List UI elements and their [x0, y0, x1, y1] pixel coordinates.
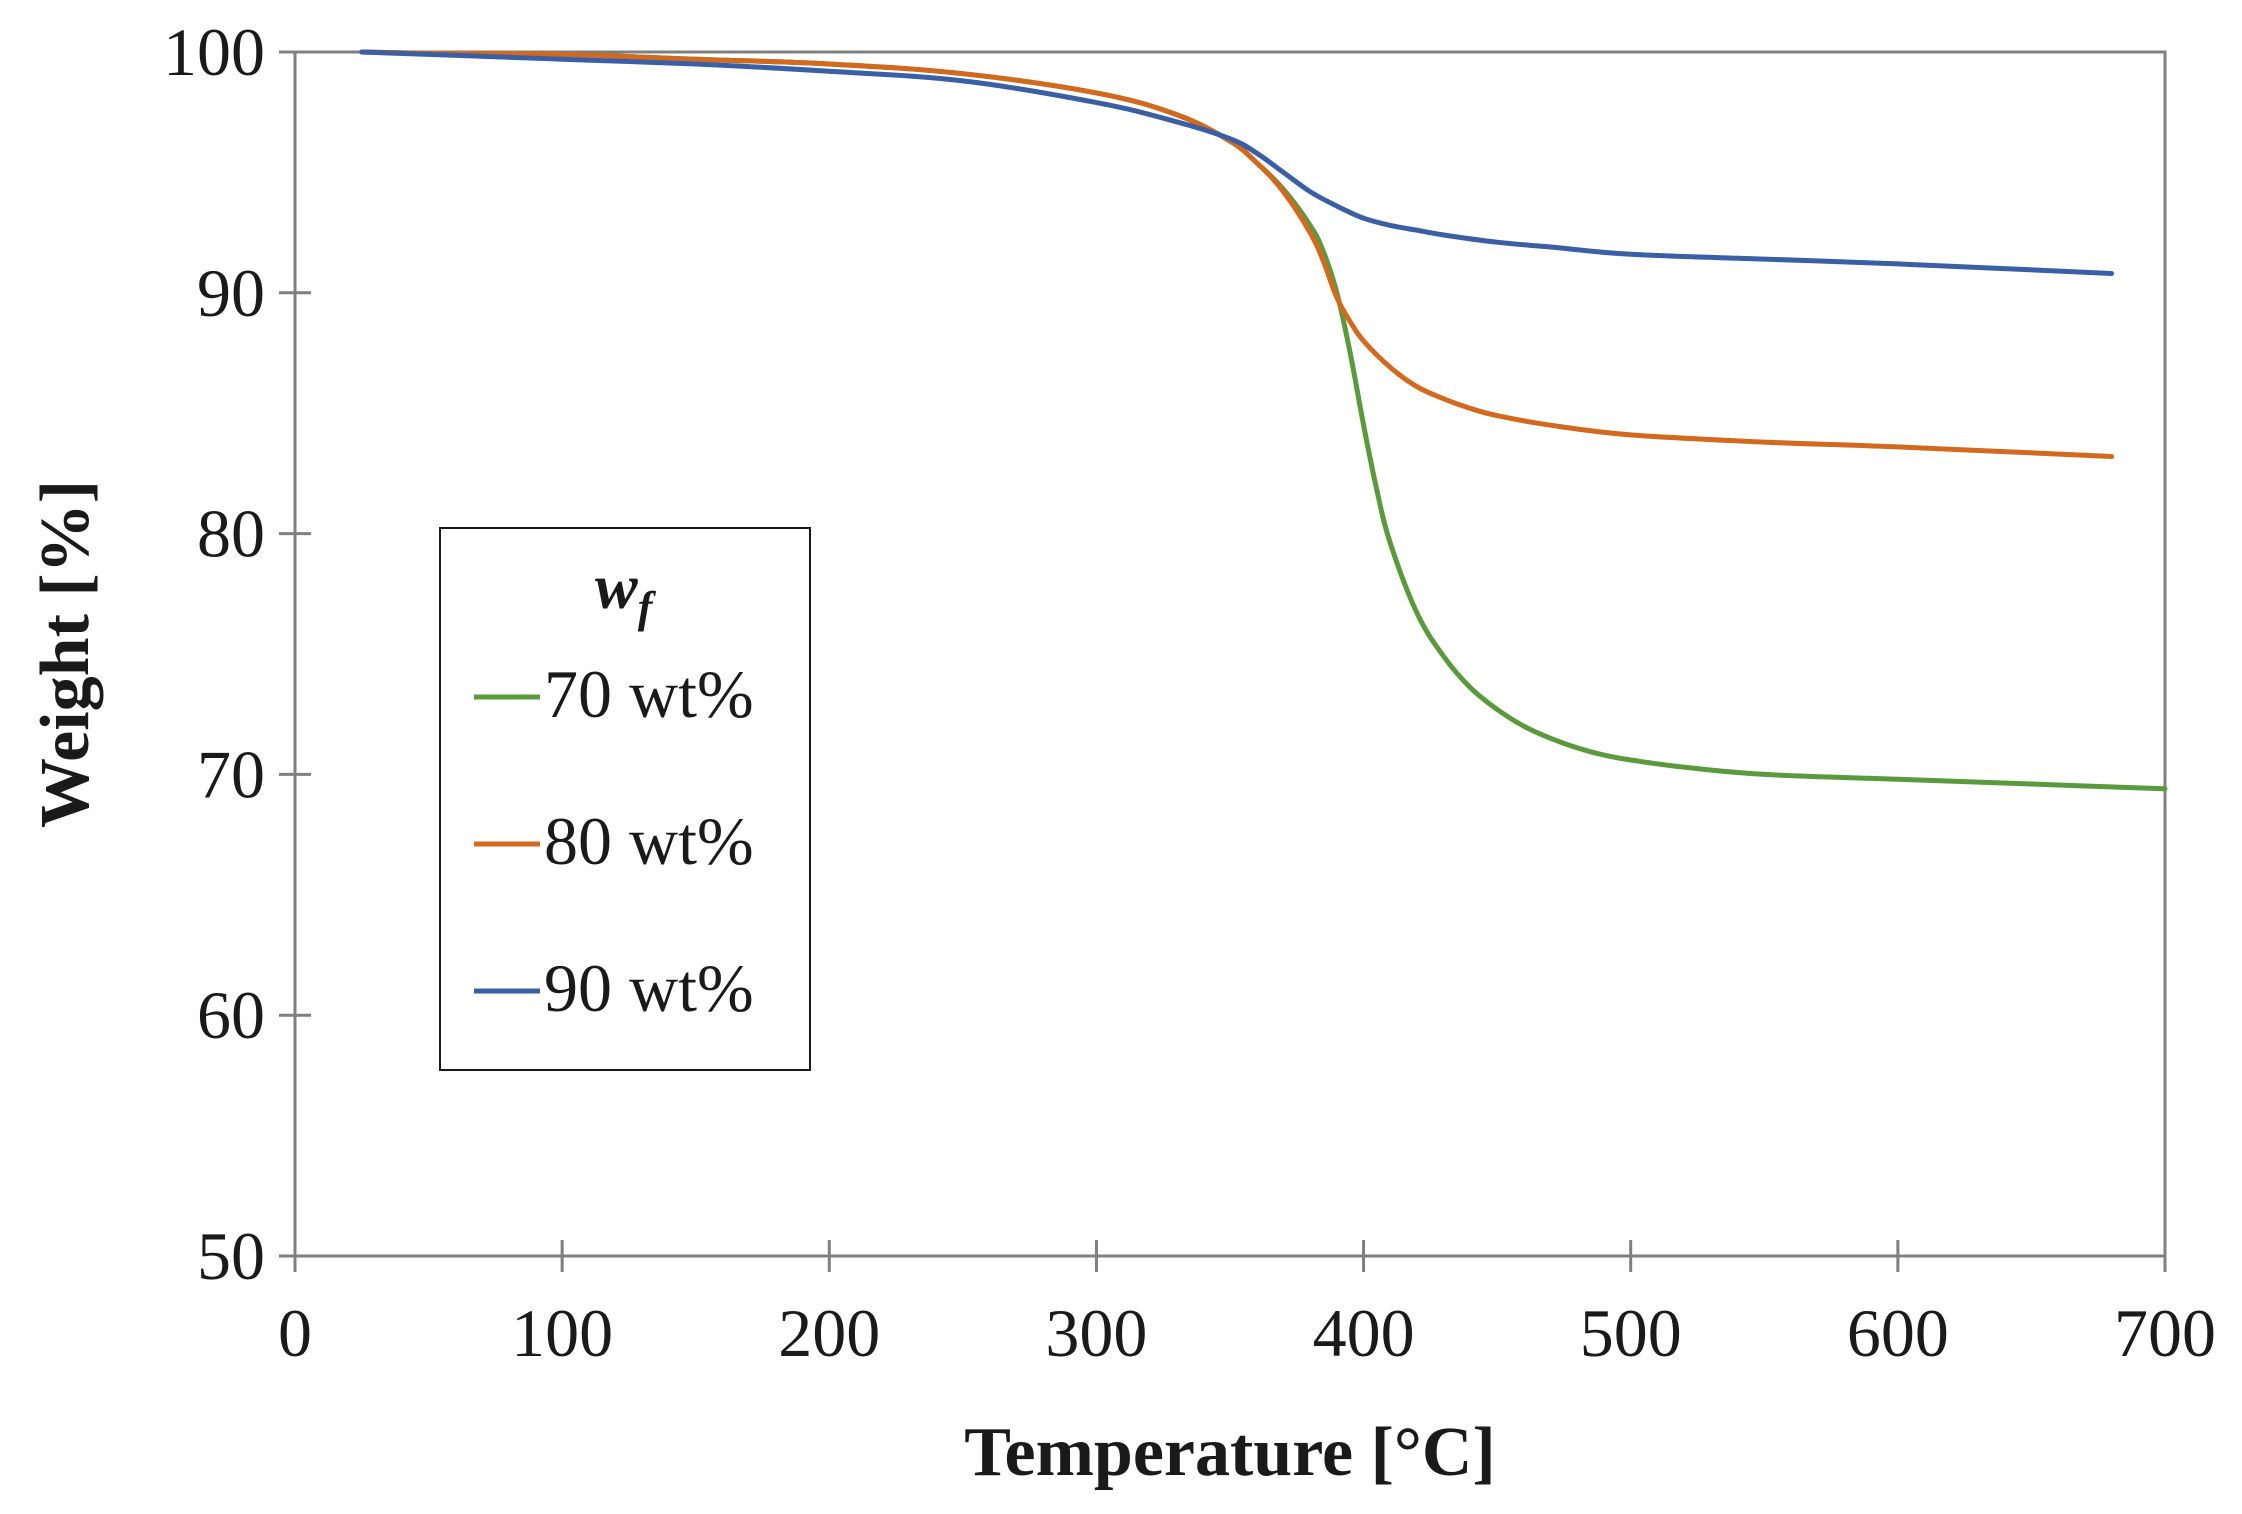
legend-title-main: w — [595, 551, 638, 622]
legend-items: 70 wt% 80 wt% 90 wt% — [474, 656, 754, 1026]
y-axis-title: Weight [%] — [27, 480, 104, 828]
x-tick-label: 200 — [778, 1295, 880, 1371]
y-tick-label: 80 — [197, 496, 265, 572]
x-tick-label: 0 — [278, 1295, 312, 1371]
x-tick-label: 600 — [1847, 1295, 1949, 1371]
y-axis-ticks: 50 60 70 80 90 100 — [163, 14, 311, 1294]
legend-title: wf — [595, 551, 657, 632]
series-lines — [359, 49, 2168, 792]
x-axis-ticks: 0 100 200 300 400 500 600 700 — [278, 1240, 2216, 1371]
series-line-3 — [359, 49, 2115, 276]
legend-label: 80 wt% — [544, 803, 754, 879]
y-tick-label: 50 — [197, 1218, 265, 1294]
legend-title-sub: f — [638, 583, 657, 632]
plot-area-frame — [293, 50, 2167, 1258]
y-tick-label: 90 — [197, 255, 265, 331]
series-line-2 — [359, 49, 2115, 459]
legend: wf 70 wt% 80 wt% 90 wt% — [439, 527, 811, 1071]
legend-box — [439, 527, 811, 1071]
y-tick-label: 100 — [163, 14, 265, 90]
x-tick-label: 400 — [1313, 1295, 1415, 1371]
y-tick-label: 60 — [197, 977, 265, 1053]
x-tick-label: 100 — [511, 1295, 613, 1371]
x-tick-label: 500 — [1580, 1295, 1682, 1371]
legend-item: 80 wt% — [474, 803, 754, 879]
legend-label: 90 wt% — [544, 950, 754, 1026]
legend-label: 70 wt% — [544, 656, 754, 732]
x-axis-title: Temperature [°C] — [964, 1414, 1496, 1491]
legend-item: 70 wt% — [474, 656, 754, 732]
legend-item: 90 wt% — [474, 950, 754, 1026]
x-tick-label: 700 — [2114, 1295, 2216, 1371]
x-tick-label: 300 — [1045, 1295, 1147, 1371]
y-tick-label: 70 — [197, 736, 265, 812]
